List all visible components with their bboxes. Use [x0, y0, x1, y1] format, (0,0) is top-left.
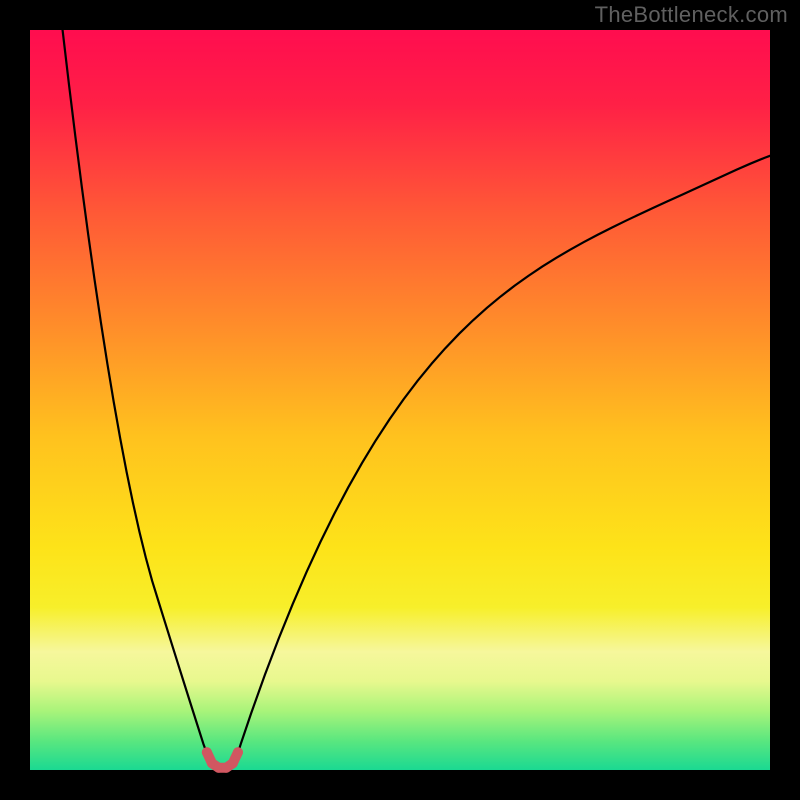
valley-marker-dot — [228, 758, 238, 768]
plot-background-gradient — [30, 30, 770, 770]
watermark-text: TheBottleneck.com — [595, 2, 788, 28]
chart-svg — [0, 0, 800, 800]
valley-marker-dot — [233, 747, 243, 757]
chart-container: TheBottleneck.com — [0, 0, 800, 800]
valley-marker-dot — [202, 747, 212, 757]
